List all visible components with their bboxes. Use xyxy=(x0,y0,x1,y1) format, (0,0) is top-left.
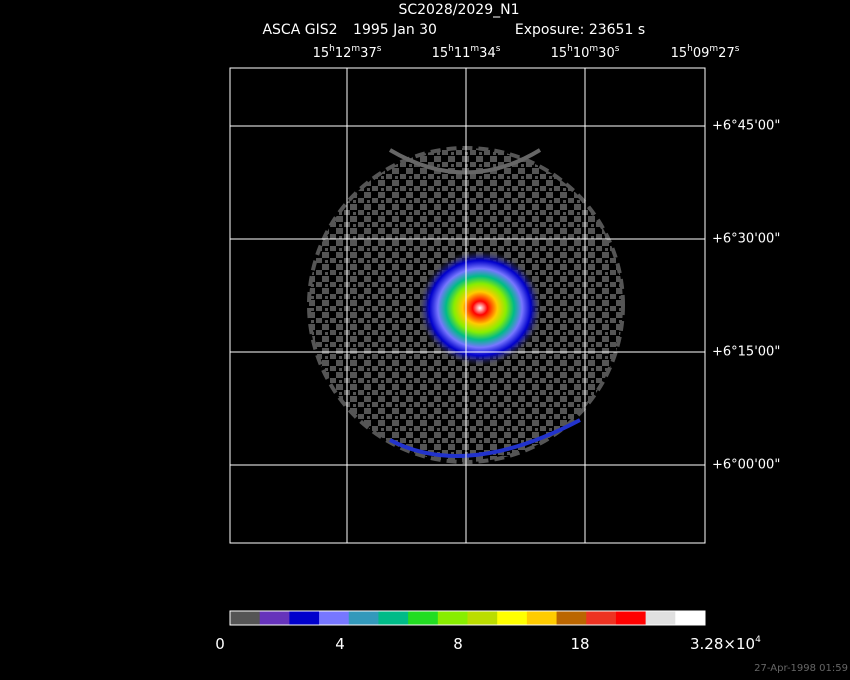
subtitle: ASCA GIS2 1995 Jan 30 Exposure: 23651 s xyxy=(262,22,645,38)
label-part: s xyxy=(496,44,501,54)
timestamp: 27-Apr-1998 01:59 xyxy=(754,663,848,674)
label: 15h12m37s xyxy=(313,44,382,61)
label-part: 15 xyxy=(551,46,568,61)
colorbar-swatch xyxy=(289,611,320,625)
dec-label: +6°00'00" xyxy=(712,458,780,473)
label-part: 8 xyxy=(453,635,463,653)
colorbar-swatch xyxy=(586,611,617,625)
colorbar-swatch xyxy=(230,611,261,625)
colorbar-swatch xyxy=(645,611,676,625)
label-part: m xyxy=(470,44,479,54)
colorbar-swatch xyxy=(437,611,468,625)
label-part: 30 xyxy=(598,46,615,61)
label-part: 27 xyxy=(718,46,735,61)
label-part: 10 xyxy=(573,46,590,61)
label-part: 3.28×10 xyxy=(690,635,755,653)
label-part: s xyxy=(615,44,620,54)
subtitle-part: Exposure: 23651 s xyxy=(515,22,645,38)
colorbar-swatch xyxy=(526,611,558,625)
dec-label: +6°30'00" xyxy=(712,232,780,247)
label: 4 xyxy=(335,635,345,653)
label-part: 34 xyxy=(479,46,496,61)
colorbar: 0 4 8 18 3.28×104 xyxy=(215,610,761,653)
image xyxy=(307,146,625,464)
label-part: h xyxy=(687,44,693,54)
label-part: 11 xyxy=(454,46,471,61)
label: 0 xyxy=(215,635,225,653)
label-part: 15 xyxy=(313,46,330,61)
label-part: h xyxy=(448,44,454,54)
label-part: 4 xyxy=(335,635,345,653)
colorbar-swatch xyxy=(497,611,528,625)
colorbar-swatch xyxy=(319,611,350,625)
ra-labels: 15h12m37s 15h11m34s 15h10m30s 15h09m27s xyxy=(313,44,740,61)
label-part: s xyxy=(377,44,382,54)
label-part: 15 xyxy=(432,46,449,61)
label: 15h09m27s xyxy=(671,44,740,61)
label-part: 12 xyxy=(335,46,352,61)
colorbar-swatch xyxy=(348,611,379,625)
label-part: 4 xyxy=(755,635,761,645)
colorbar-swatch xyxy=(675,611,706,625)
label-part: s xyxy=(735,44,740,54)
label: 8 xyxy=(453,635,463,653)
label: 15h10m30s xyxy=(551,44,620,61)
colorbar-swatch xyxy=(378,611,409,625)
label-part: 18 xyxy=(570,635,589,653)
label-part: m xyxy=(709,44,718,54)
dec-label: +6°45'00" xyxy=(712,119,780,134)
label: 18 xyxy=(570,635,589,653)
colorbar-swatch xyxy=(556,611,587,625)
subtitle-part: 1995 Jan 30 xyxy=(353,22,437,38)
label-part: h xyxy=(329,44,335,54)
colorbar-frame xyxy=(229,610,706,626)
dec-label: +6°15'00" xyxy=(712,345,780,360)
label-part: m xyxy=(351,44,360,54)
label-part: 37 xyxy=(360,46,377,61)
colorbar-swatch xyxy=(408,611,439,625)
label: 15h11m34s xyxy=(432,44,501,61)
coordinate-grid xyxy=(229,67,706,544)
label-part: h xyxy=(567,44,573,54)
label-part: 0 xyxy=(215,635,225,653)
label-part: 15 xyxy=(671,46,688,61)
colorbar-swatch xyxy=(259,611,290,625)
label-part: m xyxy=(589,44,598,54)
dec-labels: +6°45'00" +6°30'00" +6°15'00" +6°00'00" xyxy=(712,119,780,473)
label-part: 09 xyxy=(693,46,710,61)
label: 3.28×104 xyxy=(690,635,761,653)
subtitle-part: ASCA GIS2 xyxy=(262,22,337,38)
colorbar-swatch xyxy=(467,611,498,625)
colorbar-swatch xyxy=(615,611,647,625)
title: SC2028/2029_N1 xyxy=(398,2,519,18)
